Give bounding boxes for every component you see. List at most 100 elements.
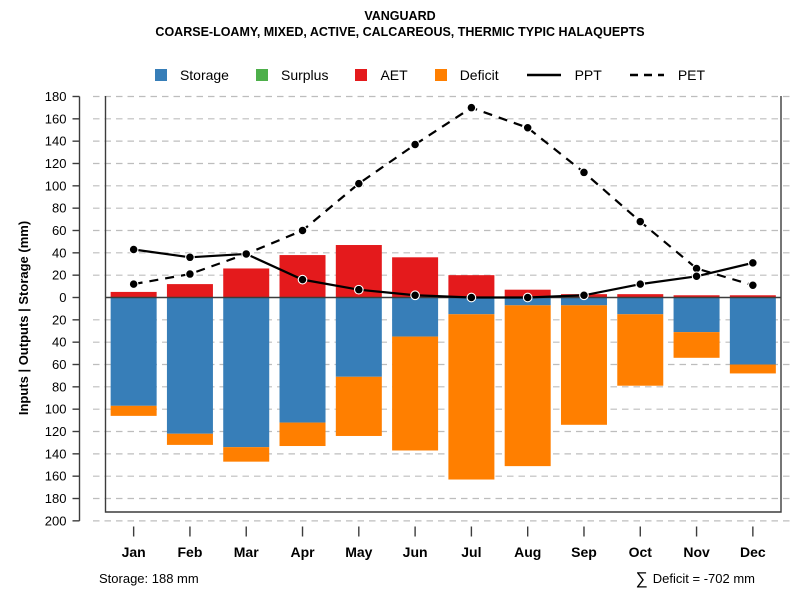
- deficit-bar: [279, 422, 326, 447]
- ppt-point: [353, 284, 364, 295]
- ppt-line: [133, 248, 754, 299]
- month-label: May: [345, 544, 372, 560]
- pet-point: [748, 280, 758, 291]
- legend-label-surplus: Surplus: [280, 67, 329, 83]
- x-axis: Jan Feb Mar Apr May Jun Jul Aug Sep Oct Nov Dec: [122, 526, 766, 560]
- y-tick-label: 160: [45, 469, 67, 484]
- legend-swatch-surplus-icon: [255, 69, 268, 81]
- legend-item-surplus: Surplus: [255, 67, 329, 83]
- ppt-point: [185, 252, 195, 263]
- legend-item-storage: Storage: [154, 67, 229, 83]
- y-tick-label: 40: [52, 335, 66, 350]
- pet-point: [522, 122, 533, 133]
- y-tick-label: 80: [52, 201, 66, 216]
- pet-line: [133, 106, 754, 287]
- chart-title: VANGUARD: [364, 9, 436, 23]
- month-label: Feb: [177, 544, 202, 560]
- ppt-point: [241, 249, 252, 259]
- y-tick-label: 140: [45, 134, 67, 149]
- month-label: Sep: [571, 544, 597, 560]
- storage-bar: [110, 297, 157, 406]
- deficit-bar: [617, 314, 664, 386]
- storage-bar: [166, 297, 213, 434]
- pet-point: [297, 225, 308, 236]
- ppt-point: [128, 244, 139, 255]
- storage-total-note: Storage: 188 mm: [99, 571, 199, 586]
- pet-point: [579, 167, 589, 178]
- y-tick-label: 0: [59, 290, 66, 305]
- y-tick-label: 140: [45, 446, 67, 461]
- deficit-bar: [448, 314, 495, 480]
- legend-label-deficit: Deficit: [459, 67, 499, 83]
- pet-point: [185, 269, 195, 279]
- y-tick-label: 40: [52, 245, 66, 260]
- legend-solid-line-icon: [526, 73, 561, 77]
- legend-label-pet: PET: [677, 67, 706, 83]
- sigma-symbol: ∑: [635, 569, 648, 588]
- deficit-bar: [673, 332, 720, 358]
- ppt-point: [748, 258, 758, 268]
- ppt-point: [410, 290, 420, 301]
- deficit-bar: [110, 405, 157, 416]
- y-tick-label: 120: [45, 424, 67, 439]
- bars-group: [110, 245, 776, 480]
- deficit-bar: [335, 376, 382, 436]
- deficit-bar: [166, 433, 213, 445]
- month-label: Oct: [629, 544, 653, 560]
- legend-swatch-storage-icon: [154, 69, 167, 81]
- month-label: Jun: [403, 544, 428, 560]
- month-label: Jul: [461, 544, 481, 560]
- month-label: Dec: [740, 544, 766, 560]
- plot-box: [104, 96, 782, 513]
- deficit-bar: [223, 447, 270, 462]
- pet-point: [353, 178, 364, 189]
- pet-point: [635, 216, 646, 227]
- legend-dashed-line-icon: [629, 73, 664, 77]
- aet-bar: [448, 275, 495, 298]
- y-axis: 1801601401201008060402002040608010012014…: [45, 89, 81, 528]
- storage-bar: [448, 297, 495, 315]
- y-tick-label: 60: [52, 357, 66, 372]
- y-tick-label: 180: [45, 491, 67, 506]
- ppt-point: [522, 292, 533, 303]
- aet-bar: [617, 294, 664, 298]
- storage-bar: [335, 297, 382, 377]
- deficit-total-note: ∑ Deficit = -702 mm: [636, 568, 755, 588]
- aet-bar: [166, 284, 213, 298]
- legend-item-ppt: PPT: [526, 67, 602, 83]
- month-label: Aug: [514, 544, 541, 560]
- y-tick-label: 80: [52, 379, 66, 394]
- deficit-total-text: Deficit = -702 mm: [652, 571, 755, 586]
- pet-point: [466, 102, 477, 113]
- storage-bar: [392, 297, 439, 337]
- y-tick-label: 120: [45, 156, 67, 171]
- storage-bar: [673, 297, 720, 333]
- gridlines: [93, 95, 790, 522]
- storage-bar: [617, 297, 664, 315]
- y-tick-label: 180: [45, 89, 67, 104]
- month-label: Mar: [234, 544, 259, 560]
- deficit-bar: [560, 305, 607, 425]
- y-axis-title: Inputs | Outputs | Storage (mm): [16, 221, 31, 415]
- y-tick-label: 160: [45, 111, 67, 126]
- deficit-bar: [729, 364, 776, 374]
- ppt-point: [635, 279, 646, 289]
- storage-bar: [279, 297, 326, 423]
- storage-bar: [560, 297, 607, 306]
- month-label: Jan: [122, 544, 146, 560]
- y-tick-label: 100: [45, 178, 67, 193]
- legend-label-storage: Storage: [179, 67, 229, 83]
- aet-bar: [729, 295, 776, 298]
- chart-subtitle: COARSE-LOAMY, MIXED, ACTIVE, CALCAREOUS,…: [155, 25, 645, 39]
- ppt-point: [466, 292, 477, 303]
- legend-swatch-aet-icon: [355, 69, 368, 81]
- y-tick-label: 20: [52, 312, 66, 327]
- aet-bar: [673, 295, 720, 298]
- ppt-point: [691, 271, 702, 282]
- pet-point: [410, 139, 420, 150]
- y-tick-label: 200: [45, 513, 67, 528]
- aet-bar: [110, 291, 157, 298]
- y-tick-label: 60: [52, 223, 66, 238]
- legend-item-pet: PET: [629, 67, 705, 83]
